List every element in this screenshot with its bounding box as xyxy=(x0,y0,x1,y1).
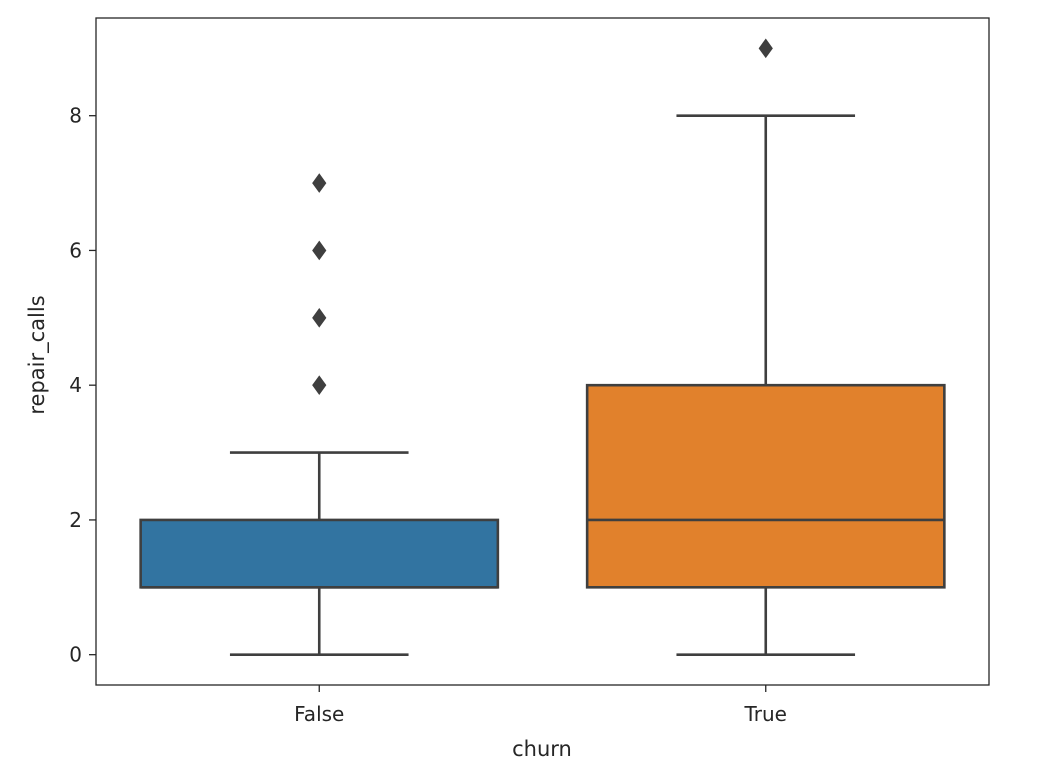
y-axis-label: repair_calls xyxy=(25,295,50,414)
y-tick-label: 2 xyxy=(69,508,82,532)
box-group-true xyxy=(585,38,946,656)
outlier-point xyxy=(312,240,327,261)
plot-layer xyxy=(139,38,946,656)
x-tick-label: False xyxy=(294,702,344,726)
box xyxy=(139,518,500,589)
y-tick-label: 4 xyxy=(69,373,82,397)
outlier-point xyxy=(758,38,773,59)
y-tick-label: 8 xyxy=(69,104,82,128)
x-axis: False True xyxy=(294,685,787,726)
plot-frame xyxy=(95,17,990,686)
outlier-point xyxy=(312,307,327,328)
outlier-point xyxy=(312,173,327,193)
y-axis: 0 2 4 6 8 xyxy=(69,104,96,667)
outlier-point xyxy=(312,375,327,396)
box xyxy=(585,383,946,589)
x-tick-label: True xyxy=(744,702,787,726)
y-tick-label: 0 xyxy=(69,643,82,667)
box-group-false xyxy=(139,173,500,656)
y-tick-label: 6 xyxy=(69,238,82,262)
x-axis-label: churn xyxy=(512,737,572,761)
